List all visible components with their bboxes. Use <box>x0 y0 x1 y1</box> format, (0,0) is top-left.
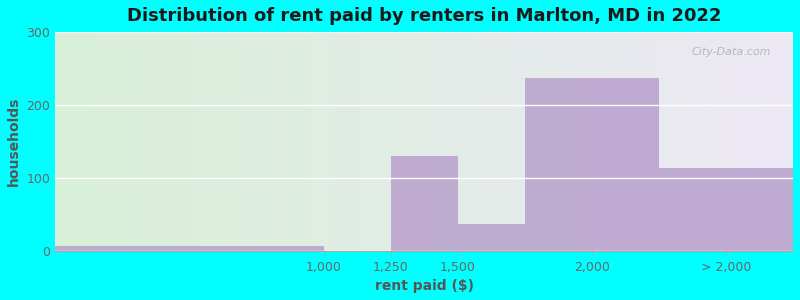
Text: City-Data.com: City-Data.com <box>691 47 771 57</box>
X-axis label: rent paid ($): rent paid ($) <box>374 279 474 293</box>
Title: Distribution of rent paid by renters in Marlton, MD in 2022: Distribution of rent paid by renters in … <box>127 7 722 25</box>
Y-axis label: households: households <box>7 97 21 187</box>
Bar <box>55 246 323 251</box>
Bar <box>458 224 525 251</box>
Bar <box>659 168 793 251</box>
Bar <box>390 156 458 251</box>
Bar <box>525 78 659 251</box>
